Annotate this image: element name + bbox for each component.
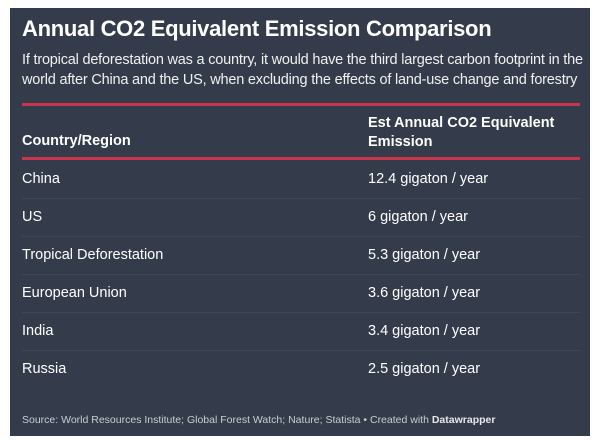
table-row: Russia 2.5 gigaton / year [22,350,580,388]
cell-emission: 3.6 gigaton / year [368,285,481,301]
cell-emission: 6 gigaton / year [368,209,468,225]
column-header-emission: Est Annual CO2 Equivalent Emission [368,115,555,150]
column-header-country: Country/Region [22,133,131,149]
cell-country: Russia [22,361,67,377]
source-text: Source: World Resources Institute; Globa… [22,414,432,426]
cell-country: China [22,171,60,187]
chart-card: Annual CO2 Equivalent Emission Compariso… [10,8,590,436]
datawrapper-link[interactable]: Datawrapper [431,414,496,426]
header-top-rule [22,103,580,106]
cell-country: India [22,323,54,339]
table-row: European Union 3.6 gigaton / year [22,274,580,313]
header-bottom-rule [22,157,580,160]
subtitle: If tropical deforestation was a country,… [22,52,583,88]
table-row: India 3.4 gigaton / year [22,312,580,351]
cell-emission: 3.4 gigaton / year [368,323,481,339]
cell-country: Tropical Deforestation [22,247,164,263]
source-footer: Source: World Resources Institute; Globa… [22,414,495,426]
cell-emission: 5.3 gigaton / year [368,247,481,263]
table-row: Tropical Deforestation 5.3 gigaton / year [22,236,580,275]
cell-emission: 12.4 gigaton / year [368,171,489,187]
cell-country: European Union [22,285,127,301]
cell-country: US [22,209,43,225]
page-title: Annual CO2 Equivalent Emission Compariso… [22,16,492,41]
table-row: China 12.4 gigaton / year [22,160,580,199]
cell-emission: 2.5 gigaton / year [368,361,481,377]
table-row: US 6 gigaton / year [22,198,580,237]
